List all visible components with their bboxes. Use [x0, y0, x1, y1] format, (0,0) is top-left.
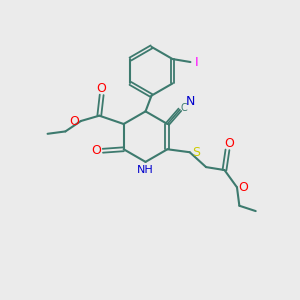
Text: NH: NH [137, 165, 154, 175]
Text: S: S [192, 146, 200, 159]
Text: I: I [195, 56, 199, 68]
Text: O: O [97, 82, 106, 95]
Text: C: C [180, 103, 187, 113]
Text: O: O [238, 181, 248, 194]
Text: O: O [69, 115, 79, 128]
Text: O: O [92, 144, 101, 157]
Text: O: O [224, 137, 234, 150]
Text: N: N [185, 95, 195, 109]
